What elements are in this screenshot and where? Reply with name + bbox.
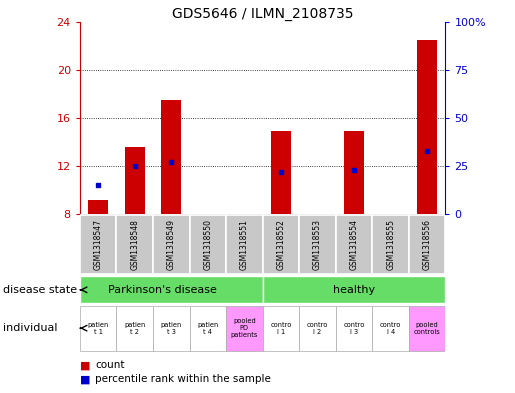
- Text: ■: ■: [80, 374, 90, 384]
- Bar: [299, 305, 336, 351]
- Bar: [80, 276, 263, 303]
- Bar: [161, 100, 181, 214]
- Bar: [417, 40, 437, 214]
- Bar: [88, 200, 108, 214]
- Title: GDS5646 / ILMN_2108735: GDS5646 / ILMN_2108735: [172, 7, 353, 20]
- Bar: [271, 131, 291, 214]
- Text: patien
t 2: patien t 2: [124, 321, 145, 335]
- Bar: [116, 215, 153, 274]
- Bar: [344, 131, 364, 214]
- Text: GSM1318549: GSM1318549: [167, 219, 176, 270]
- Bar: [226, 215, 263, 274]
- Bar: [116, 305, 153, 351]
- Bar: [263, 215, 299, 274]
- Text: disease state: disease state: [3, 285, 77, 295]
- Bar: [263, 276, 445, 303]
- Text: pooled
PD
patients: pooled PD patients: [231, 318, 258, 338]
- Bar: [336, 305, 372, 351]
- Text: GSM1318551: GSM1318551: [240, 219, 249, 270]
- Text: patien
t 3: patien t 3: [161, 321, 182, 335]
- Bar: [409, 215, 445, 274]
- Bar: [80, 305, 116, 351]
- Text: GSM1318553: GSM1318553: [313, 219, 322, 270]
- Bar: [372, 305, 409, 351]
- Text: contro
l 2: contro l 2: [307, 321, 328, 335]
- Text: GSM1318552: GSM1318552: [277, 219, 285, 270]
- Text: count: count: [95, 360, 125, 371]
- Text: GSM1318556: GSM1318556: [423, 219, 432, 270]
- Bar: [153, 305, 190, 351]
- Text: pooled
controls: pooled controls: [414, 321, 440, 335]
- Bar: [409, 305, 445, 351]
- Text: Parkinson's disease: Parkinson's disease: [108, 285, 216, 295]
- Bar: [336, 215, 372, 274]
- Bar: [226, 305, 263, 351]
- Bar: [153, 215, 190, 274]
- Text: GSM1318547: GSM1318547: [94, 219, 102, 270]
- Text: healthy: healthy: [333, 285, 375, 295]
- Text: GSM1318554: GSM1318554: [350, 219, 358, 270]
- Bar: [190, 305, 226, 351]
- Text: patien
t 1: patien t 1: [88, 321, 109, 335]
- Bar: [263, 305, 299, 351]
- Bar: [125, 147, 145, 214]
- Bar: [80, 215, 116, 274]
- Bar: [299, 215, 336, 274]
- Text: ■: ■: [80, 360, 90, 371]
- Text: percentile rank within the sample: percentile rank within the sample: [95, 374, 271, 384]
- Text: contro
l 3: contro l 3: [344, 321, 365, 335]
- Text: patien
t 4: patien t 4: [197, 321, 218, 335]
- Text: individual: individual: [3, 323, 57, 333]
- Bar: [372, 215, 409, 274]
- Text: GSM1318555: GSM1318555: [386, 219, 395, 270]
- Text: GSM1318548: GSM1318548: [130, 219, 139, 270]
- Text: contro
l 1: contro l 1: [270, 321, 291, 335]
- Bar: [190, 215, 226, 274]
- Text: contro
l 4: contro l 4: [380, 321, 401, 335]
- Text: GSM1318550: GSM1318550: [203, 219, 212, 270]
